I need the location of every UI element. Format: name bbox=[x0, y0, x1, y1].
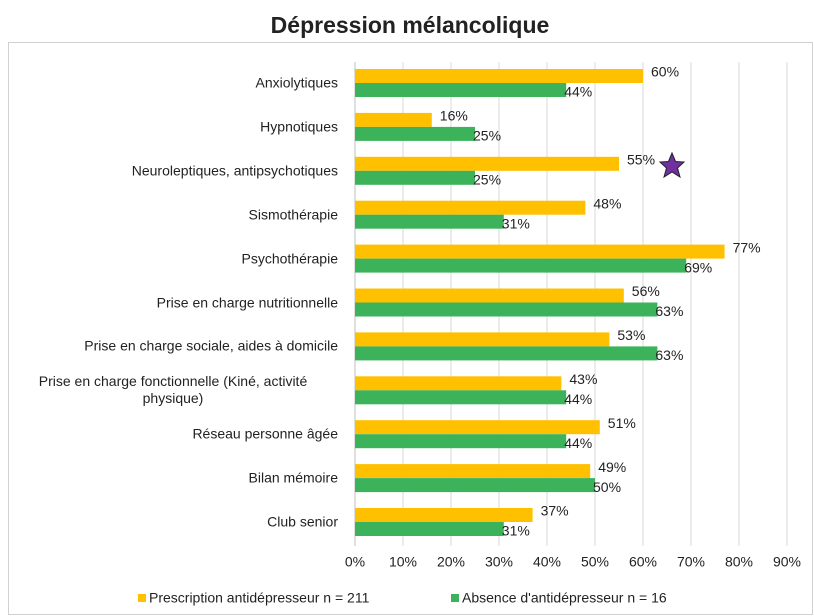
bar bbox=[355, 258, 687, 273]
data-label: 44% bbox=[564, 435, 592, 451]
data-label: 63% bbox=[655, 347, 683, 363]
data-label: 16% bbox=[440, 108, 468, 124]
bar bbox=[355, 156, 619, 171]
data-label: 53% bbox=[617, 327, 645, 343]
bar bbox=[355, 200, 586, 215]
data-label: 50% bbox=[593, 479, 621, 495]
y-tick-label: Hypnotiques bbox=[260, 118, 338, 135]
legend-swatch bbox=[138, 594, 146, 602]
data-label: 44% bbox=[564, 391, 592, 407]
data-label: 56% bbox=[632, 283, 660, 299]
bar bbox=[355, 434, 567, 449]
y-tick-label: Prise en charge nutritionnelle bbox=[156, 294, 338, 310]
y-tick-label: Neuroleptiques, antipsychotiques bbox=[131, 162, 338, 179]
legend-label: Absence d'antidépresseur n = 16 bbox=[462, 590, 667, 606]
bar bbox=[355, 346, 658, 361]
y-tick-label: Prise en charge sociale, aides à domicil… bbox=[84, 337, 338, 354]
bar bbox=[355, 464, 591, 479]
bar bbox=[355, 302, 658, 317]
x-tick-label: 10% bbox=[389, 554, 417, 570]
y-tick-label: Psychothérapie bbox=[241, 250, 338, 267]
bar bbox=[355, 420, 600, 435]
bar bbox=[355, 390, 567, 405]
x-tick-label: 50% bbox=[581, 554, 609, 570]
data-label: 69% bbox=[684, 259, 712, 275]
y-tick-label: Bilan mémoire bbox=[248, 469, 338, 486]
y-tick-label: Anxiolytiques bbox=[255, 74, 339, 91]
x-tick-label: 90% bbox=[773, 554, 801, 570]
data-label: 49% bbox=[598, 459, 626, 475]
bar bbox=[355, 522, 504, 536]
legend-swatch bbox=[451, 594, 459, 602]
bar bbox=[355, 112, 432, 127]
chart-title: Dépression mélancolique bbox=[271, 12, 550, 38]
x-tick-label: 20% bbox=[437, 554, 465, 570]
bar bbox=[355, 126, 475, 141]
bar bbox=[355, 244, 725, 259]
data-label: 25% bbox=[473, 172, 501, 188]
legend-label: Prescription antidépresseur n = 211 bbox=[149, 590, 370, 606]
data-label: 51% bbox=[608, 415, 636, 431]
bar bbox=[355, 83, 567, 97]
data-label: 48% bbox=[593, 195, 621, 211]
data-label: 37% bbox=[541, 503, 569, 519]
bar bbox=[355, 214, 504, 229]
x-tick-label: 30% bbox=[485, 554, 513, 570]
bar bbox=[355, 170, 475, 185]
bar bbox=[355, 376, 562, 391]
y-tick-label: Club senior bbox=[267, 513, 338, 530]
data-label: 77% bbox=[733, 239, 761, 255]
bar bbox=[355, 478, 595, 493]
bar bbox=[355, 69, 643, 83]
x-tick-label: 60% bbox=[629, 554, 657, 570]
star-annotation bbox=[658, 151, 686, 179]
data-label: 60% bbox=[651, 64, 679, 80]
x-tick-label: 80% bbox=[725, 554, 753, 570]
data-label: 31% bbox=[502, 215, 530, 231]
data-label: 63% bbox=[655, 303, 683, 319]
chart-frame bbox=[8, 42, 813, 615]
data-label: 43% bbox=[569, 371, 597, 387]
data-label: 44% bbox=[564, 84, 592, 100]
data-label: 31% bbox=[502, 523, 530, 539]
data-label: 55% bbox=[627, 152, 655, 168]
x-tick-label: 40% bbox=[533, 554, 561, 570]
bar bbox=[355, 508, 533, 522]
data-label: 25% bbox=[473, 128, 501, 144]
bar bbox=[355, 332, 610, 347]
bar bbox=[355, 288, 624, 303]
y-tick-label: Réseau personne âgée bbox=[192, 425, 338, 442]
y-tick-label: Sismothérapie bbox=[248, 206, 339, 223]
x-tick-label: 0% bbox=[345, 554, 365, 570]
x-tick-label: 70% bbox=[677, 554, 705, 570]
y-tick-label: Prise en charge fonctionnelle (Kiné, act… bbox=[38, 373, 308, 407]
